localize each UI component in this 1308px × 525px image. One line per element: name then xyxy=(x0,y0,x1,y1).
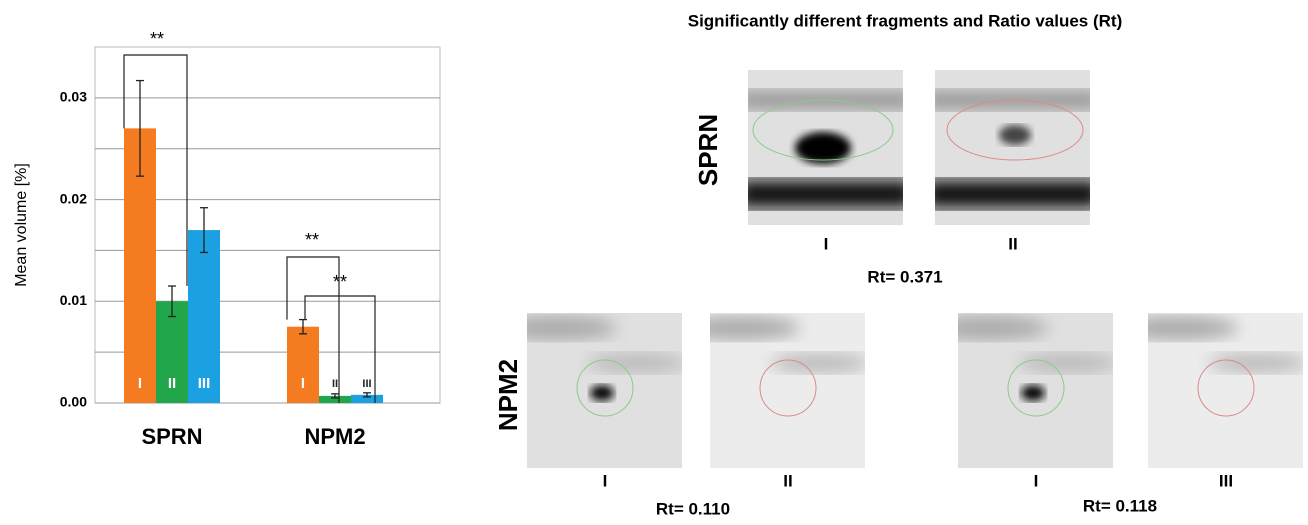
gel-content xyxy=(527,313,682,468)
gel-content xyxy=(710,313,865,468)
bar-label: I xyxy=(138,375,142,392)
gel-content xyxy=(958,313,1113,468)
bar-label: II xyxy=(168,375,176,392)
bar-label: III xyxy=(198,375,211,392)
lane-label: II xyxy=(1008,234,1017,253)
protein-label: SPRN xyxy=(693,114,723,186)
bar xyxy=(156,301,188,403)
error-bar xyxy=(168,285,176,318)
bar xyxy=(287,326,319,403)
error-bar xyxy=(136,79,144,177)
ratio-label: Rt= 0.118 xyxy=(1083,496,1157,515)
protein-label: NPM2 xyxy=(493,359,523,431)
bar xyxy=(188,230,220,403)
ratio-label: Rt= 0.371 xyxy=(867,267,942,286)
lane-label: I xyxy=(1034,471,1039,490)
y-axis-label: Mean volume [%] xyxy=(13,163,30,287)
gel-image xyxy=(710,313,865,468)
spot xyxy=(1021,385,1045,401)
significance-label: ** xyxy=(150,29,164,49)
significance-label: ** xyxy=(333,272,347,292)
x-tick-label: NPM2 xyxy=(304,424,365,449)
outline xyxy=(1007,359,1065,417)
gel-image xyxy=(935,70,1090,225)
outline xyxy=(752,99,894,161)
bar-label: II xyxy=(332,378,338,390)
gel-image xyxy=(958,313,1113,468)
y-tick-label: 0.02 xyxy=(60,190,87,206)
gel-image xyxy=(1148,313,1303,468)
smear xyxy=(958,316,1048,340)
outline xyxy=(576,359,634,417)
lane-label: I xyxy=(603,471,608,490)
band xyxy=(935,180,1090,208)
outline xyxy=(1197,359,1255,417)
significance-label: ** xyxy=(305,230,319,250)
x-tick-label: SPRN xyxy=(141,424,202,449)
spot xyxy=(999,125,1031,145)
bar-label: III xyxy=(362,378,371,390)
lane-label: II xyxy=(783,471,792,490)
significance-bracket xyxy=(286,256,340,403)
bar xyxy=(351,394,383,403)
outline xyxy=(946,99,1084,161)
y-tick-label: 0.00 xyxy=(60,394,87,410)
gel-content xyxy=(935,70,1090,225)
y-tick-label: 0.01 xyxy=(60,292,87,308)
smear xyxy=(527,316,617,340)
error-bar xyxy=(200,207,208,254)
bar-label: I xyxy=(301,375,305,392)
smear xyxy=(770,353,865,373)
spot xyxy=(590,385,614,401)
gel-image xyxy=(748,70,903,225)
error-bar xyxy=(299,318,307,335)
smear xyxy=(1208,353,1303,373)
outline xyxy=(759,359,817,417)
significance-bracket xyxy=(123,54,188,287)
ratio-label: Rt= 0.110 xyxy=(656,499,730,518)
gel-image xyxy=(527,313,682,468)
band xyxy=(748,180,903,208)
smear xyxy=(710,316,800,340)
figure-title: Significantly different fragments and Ra… xyxy=(688,11,1123,30)
smear xyxy=(1148,316,1238,340)
smear xyxy=(587,353,682,373)
smear xyxy=(1018,353,1113,373)
significance-bracket xyxy=(304,295,376,403)
lane-label: III xyxy=(1219,471,1233,490)
gel-content xyxy=(748,70,903,225)
spot xyxy=(795,132,851,164)
gel-content xyxy=(1148,313,1303,468)
error-bar xyxy=(363,392,371,398)
error-bar xyxy=(331,393,339,399)
bar xyxy=(319,395,351,403)
lane-label: I xyxy=(824,234,829,253)
y-tick-label: 0.03 xyxy=(60,89,87,105)
